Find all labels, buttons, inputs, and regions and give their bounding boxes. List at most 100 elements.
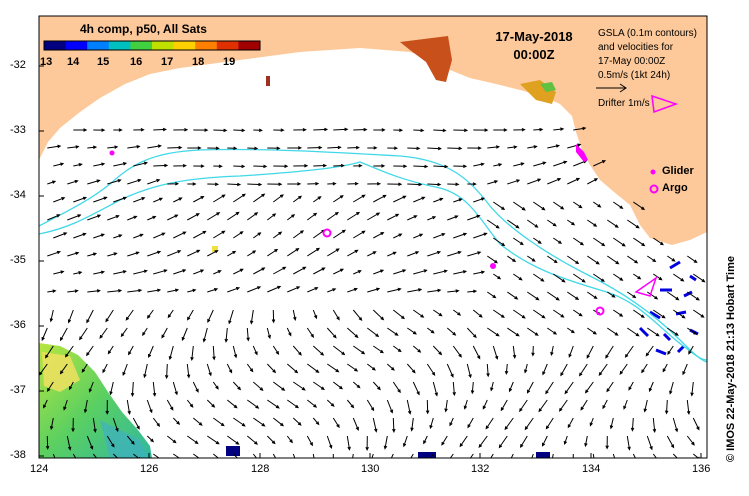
- velocity-arrow: [107, 345, 114, 355]
- velocity-arrow: [193, 195, 205, 203]
- velocity-arrow: [127, 178, 142, 185]
- velocity-arrow: [125, 309, 134, 321]
- velocity-arrow: [619, 363, 628, 375]
- velocity-arrow: [366, 327, 380, 338]
- velocity-arrow: [567, 143, 582, 149]
- velocity-arrow: [312, 417, 320, 426]
- velocity-arrow: [212, 381, 219, 390]
- velocity-arrow: [267, 248, 279, 257]
- velocity-arrow: [446, 327, 457, 336]
- velocity-arrow: [427, 146, 442, 151]
- velocity-arrow: [573, 126, 587, 131]
- velocity-arrow: [352, 453, 354, 458]
- velocity-arrow: [413, 196, 426, 203]
- velocity-arrow: [553, 309, 565, 318]
- velocity-arrow: [473, 232, 488, 239]
- velocity-arrow: [253, 164, 268, 169]
- colorbar-tick: 13: [40, 56, 53, 68]
- velocity-arrow: [387, 251, 397, 257]
- velocity-arrow: [133, 197, 146, 203]
- velocity-arrow: [628, 381, 634, 391]
- colorbar-tick: 14: [67, 56, 80, 68]
- velocity-arrow: [472, 345, 481, 360]
- velocity-arrow: [682, 363, 688, 376]
- velocity-arrow: [386, 399, 394, 414]
- velocity-arrow: [466, 327, 477, 339]
- velocity-arrow: [122, 363, 128, 376]
- velocity-arrow: [433, 197, 444, 203]
- velocity-arrow: [173, 231, 187, 239]
- velocity-arrow: [568, 345, 574, 358]
- velocity-arrow: [533, 309, 546, 319]
- velocity-arrow: [253, 193, 266, 203]
- velocity-arrow: [598, 363, 608, 377]
- velocity-arrow: [667, 291, 680, 301]
- velocity-arrow: [313, 381, 325, 391]
- velocity-arrow: [253, 232, 262, 239]
- velocity-arrow: [153, 163, 169, 168]
- velocity-arrow: [133, 128, 145, 132]
- velocity-arrow: [226, 399, 238, 409]
- velocity-arrow: [271, 309, 276, 324]
- velocity-arrow: [233, 268, 244, 275]
- velocity-arrow: [187, 182, 197, 186]
- velocity-arrow: [142, 327, 148, 337]
- velocity-arrow: [486, 363, 490, 378]
- velocity-arrow: [247, 250, 257, 257]
- velocity-arrow: [383, 435, 388, 450]
- velocity-arrow: [426, 363, 436, 376]
- velocity-arrow: [113, 162, 128, 167]
- velocity-arrow: [213, 128, 228, 133]
- velocity-arrow: [459, 435, 468, 448]
- velocity-arrow: [589, 417, 594, 427]
- velocity-arrow: [147, 250, 162, 257]
- velocity-arrow: [508, 381, 514, 393]
- velocity-arrow: [105, 309, 114, 323]
- velocity-arrow: [347, 181, 359, 186]
- velocity-arrow: [293, 266, 307, 275]
- velocity-arrow: [560, 363, 568, 377]
- velocity-arrow: [73, 271, 83, 275]
- velocity-arrow: [267, 146, 281, 150]
- velocity-arrow: [686, 399, 691, 416]
- velocity-arrow: [287, 247, 300, 257]
- velocity-arrow: [292, 309, 297, 321]
- lat-tick: -36: [10, 319, 26, 331]
- velocity-arrow: [164, 363, 169, 380]
- velocity-arrow: [286, 363, 299, 374]
- velocity-arrow: [126, 435, 135, 445]
- velocity-arrow: [192, 417, 203, 426]
- velocity-arrow: [67, 179, 79, 185]
- velocity-arrow: [173, 197, 183, 203]
- velocity-arrow: [593, 237, 606, 247]
- colorbar-swatch: [130, 41, 153, 50]
- velocity-arrow: [510, 453, 514, 458]
- map-date: 17-May-2018: [495, 29, 573, 44]
- scale-label: 0.5m/s (1kt 24h): [598, 70, 671, 81]
- velocity-arrow: [286, 435, 293, 444]
- velocity-arrow: [49, 309, 54, 323]
- velocity-arrow: [493, 163, 503, 167]
- velocity-arrow: [146, 435, 155, 443]
- velocity-arrow: [233, 417, 246, 427]
- velocity-arrow: [613, 309, 624, 317]
- velocity-arrow: [386, 363, 395, 371]
- velocity-arrow: [630, 417, 635, 432]
- velocity-arrow: [447, 146, 463, 151]
- velocity-arrow: [327, 211, 339, 221]
- info-line: and velocities for: [598, 42, 674, 53]
- velocity-arrow: [88, 381, 94, 393]
- velocity-arrow: [190, 345, 194, 362]
- velocity-arrow: [425, 399, 430, 415]
- velocity-arrow: [387, 182, 403, 186]
- velocity-arrow: [466, 363, 472, 379]
- velocity-arrow: [127, 288, 143, 293]
- velocity-arrow: [387, 213, 400, 221]
- velocity-arrow: [513, 237, 524, 246]
- velocity-arrow: [467, 289, 478, 294]
- velocity-arrow: [447, 182, 460, 187]
- velocity-arrow: [487, 219, 500, 229]
- velocity-arrow: [593, 273, 605, 282]
- velocity-arrow: [106, 435, 115, 448]
- velocity-arrow: [333, 163, 345, 168]
